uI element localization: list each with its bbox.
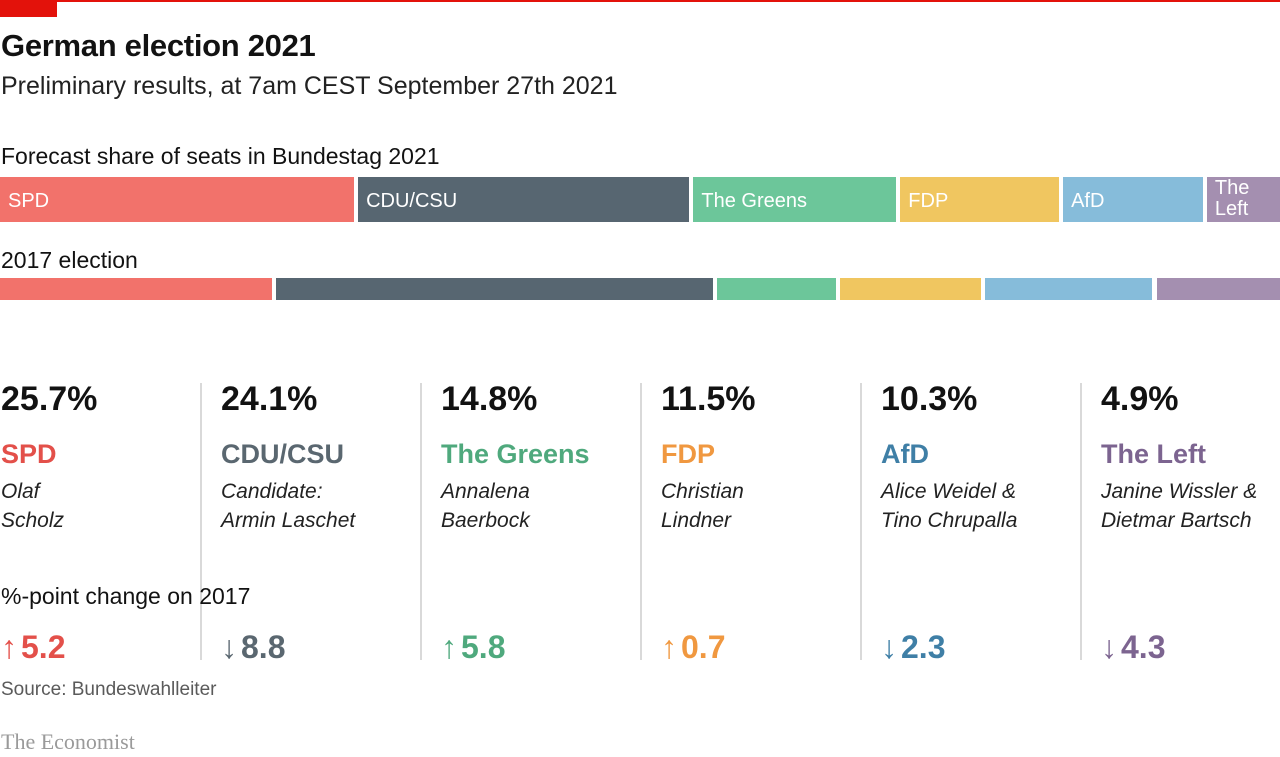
change-value: 0.7: [681, 629, 726, 665]
forecast-seg-label: The Greens: [701, 190, 807, 212]
column-divider: [200, 383, 202, 660]
column-divider: [1080, 383, 1082, 660]
point-change: ↑ 0.7: [661, 629, 725, 666]
forecast-seg-label: The Left: [1214, 177, 1250, 220]
change-value: 2.3: [901, 629, 946, 665]
2017-bar-title: 2017 election: [1, 247, 138, 273]
column-divider: [420, 383, 422, 660]
arrow-up-icon: ↑: [441, 629, 457, 665]
candidate-name: Christian Lindner: [661, 480, 744, 532]
forecast-seg-label: CDU/CSU: [366, 190, 458, 212]
party-name: SPD: [1, 439, 57, 469]
party-name: The Greens: [441, 439, 590, 469]
arrow-down-icon: ↓: [881, 629, 897, 665]
vote-share: 11.5%: [661, 380, 756, 418]
party-column-afd: 10.3% AfD Alice Weidel & Tino Chrupalla ↓ 2.…: [881, 378, 1091, 678]
point-change: ↓ 8.8: [221, 629, 285, 666]
forecast-bar-title: Forecast share of seats in Bundestag 202…: [1, 143, 440, 169]
candidate-name: Janine Wissler & Dietmar Bartsch: [1101, 480, 1258, 532]
vote-share: 4.9%: [1101, 380, 1179, 418]
forecast-seg-afd: AfD: [1063, 177, 1203, 222]
point-change: ↓ 2.3: [881, 629, 945, 666]
forecast-seg-spd: SPD: [0, 177, 355, 222]
economist-logo: The Economist: [1, 729, 135, 754]
forecast-seg-label: AfD: [1071, 190, 1105, 212]
2017-seg-cdu-csu: [276, 278, 714, 300]
change-value: 5.2: [21, 629, 66, 665]
column-divider: [860, 383, 862, 660]
candidate-name: Alice Weidel & Tino Chrupalla: [881, 480, 1018, 532]
forecast-seg-the-greens: The Greens: [693, 177, 897, 222]
accent-rule: [0, 0, 1280, 2]
vote-share: 25.7%: [1, 380, 98, 418]
arrow-up-icon: ↑: [661, 629, 677, 665]
change-value: 8.8: [241, 629, 286, 665]
forecast-seg-fdp: FDP: [900, 177, 1060, 222]
party-column-spd: 25.7% SPD Olaf Scholz ↑ 5.2: [1, 378, 211, 678]
vote-share: 10.3%: [881, 380, 978, 418]
forecast-seg-label: SPD: [8, 190, 50, 212]
party-name: CDU/CSU: [221, 439, 345, 469]
chart-subtitle: Preliminary results, at 7am CEST Septemb…: [1, 72, 618, 100]
change-value: 4.3: [1121, 629, 1166, 665]
forecast-seg-label: FDP: [908, 190, 949, 212]
arrow-down-icon: ↓: [221, 629, 237, 665]
vote-share: 14.8%: [441, 380, 538, 418]
2017-seg-fdp: [839, 278, 981, 300]
candidate-name: Annalena Baerbock: [441, 480, 530, 532]
2017-seg-the-greens: [717, 278, 836, 300]
party-column-the-left: 4.9% The Left Janine Wissler & Dietmar Bar…: [1101, 378, 1280, 678]
2017-seg-afd: [984, 278, 1153, 300]
arrow-down-icon: ↓: [1101, 629, 1117, 665]
forecast-seg-the-left: The Left: [1206, 177, 1280, 222]
party-name: FDP: [661, 439, 715, 469]
chart-title: German election 2021: [1, 28, 316, 63]
party-name: The Left: [1101, 439, 1206, 469]
vote-share: 24.1%: [221, 380, 318, 418]
point-change: ↓ 4.3: [1101, 629, 1165, 666]
change-value: 5.8: [461, 629, 506, 665]
brand-tag: [0, 0, 57, 17]
2017-seg-the-left: [1156, 278, 1280, 300]
2017-seat-bar: [0, 278, 1280, 300]
point-change: ↑ 5.8: [441, 629, 505, 666]
party-column-fdp: 11.5% FDP Christian Lindner ↑ 0.7: [661, 378, 871, 678]
forecast-seg-cdu-csu: CDU/CSU: [358, 177, 690, 222]
arrow-up-icon: ↑: [1, 629, 17, 665]
column-divider: [640, 383, 642, 660]
candidate-name: Olaf Scholz: [1, 480, 65, 532]
2017-seg-spd: [0, 278, 273, 300]
change-label: %-point change on 2017: [1, 583, 251, 609]
forecast-seat-bar: SPD CDU/CSU The Greens FDP AfD The Left: [0, 177, 1280, 222]
party-column-cdu-csu: 24.1% CDU/CSU Candidate: Armin Laschet ↓ 8.8: [221, 378, 431, 678]
party-column-the-greens: 14.8% The Greens Annalena Baerbock ↑ 5.8: [441, 378, 651, 678]
party-name: AfD: [881, 439, 929, 469]
point-change: ↑ 5.2: [1, 629, 65, 666]
source-note: Source: Bundeswahlleiter: [1, 679, 217, 700]
candidate-name: Candidate: Armin Laschet: [221, 480, 356, 532]
